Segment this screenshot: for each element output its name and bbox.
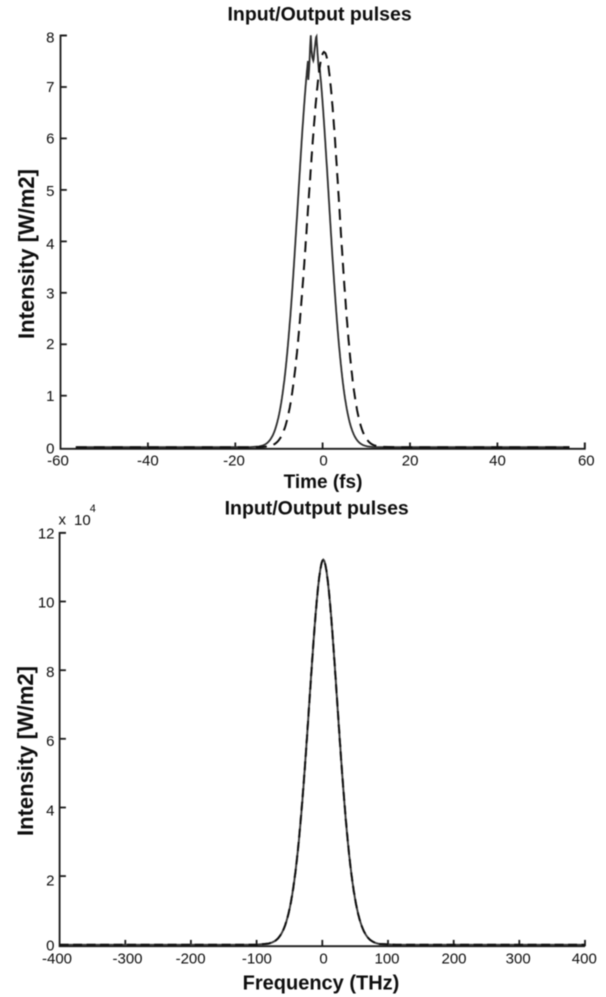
- svg-text:2: 2: [46, 872, 54, 889]
- svg-text:0: 0: [319, 950, 327, 967]
- svg-text:Input/Output pulses: Input/Output pulses: [228, 4, 412, 26]
- svg-text:Intensity [W/m2]: Intensity [W/m2]: [13, 666, 38, 836]
- svg-text:0: 0: [319, 453, 327, 470]
- svg-text:1: 1: [46, 388, 54, 405]
- svg-text:x: x: [59, 512, 67, 529]
- svg-text:20: 20: [402, 453, 419, 470]
- svg-text:10: 10: [38, 594, 55, 611]
- svg-text:8: 8: [46, 664, 54, 681]
- svg-text:300: 300: [506, 950, 531, 967]
- svg-text:-20: -20: [223, 453, 245, 470]
- svg-text:-400: -400: [42, 950, 72, 967]
- svg-text:Input/Output pulses: Input/Output pulses: [225, 498, 409, 520]
- svg-text:400: 400: [572, 950, 597, 967]
- svg-text:2: 2: [46, 336, 54, 353]
- svg-text:-40: -40: [137, 453, 159, 470]
- svg-text:-100: -100: [242, 950, 272, 967]
- svg-text:Frequency (THz): Frequency (THz): [243, 973, 400, 995]
- svg-text:6: 6: [46, 130, 54, 147]
- svg-text:4: 4: [46, 236, 54, 253]
- svg-text:3: 3: [46, 285, 54, 302]
- svg-text:0: 0: [46, 441, 54, 458]
- svg-text:40: 40: [489, 453, 506, 470]
- svg-text:-60: -60: [47, 453, 69, 470]
- svg-text:100: 100: [374, 950, 399, 967]
- svg-text:4: 4: [90, 503, 96, 515]
- svg-text:-300: -300: [112, 950, 142, 967]
- svg-text:-200: -200: [176, 950, 206, 967]
- svg-text:200: 200: [441, 950, 466, 967]
- svg-text:5: 5: [46, 183, 54, 200]
- svg-text:Time (fs): Time (fs): [284, 472, 363, 493]
- svg-text:Intensity [W/m2]: Intensity [W/m2]: [14, 169, 39, 339]
- svg-text:60: 60: [578, 453, 595, 470]
- svg-text:7: 7: [46, 79, 54, 96]
- svg-text:10: 10: [74, 512, 91, 529]
- svg-text:4: 4: [46, 803, 54, 820]
- svg-text:0: 0: [46, 938, 54, 955]
- svg-text:6: 6: [46, 733, 54, 750]
- svg-text:8: 8: [46, 29, 54, 46]
- svg-text:12: 12: [38, 526, 55, 543]
